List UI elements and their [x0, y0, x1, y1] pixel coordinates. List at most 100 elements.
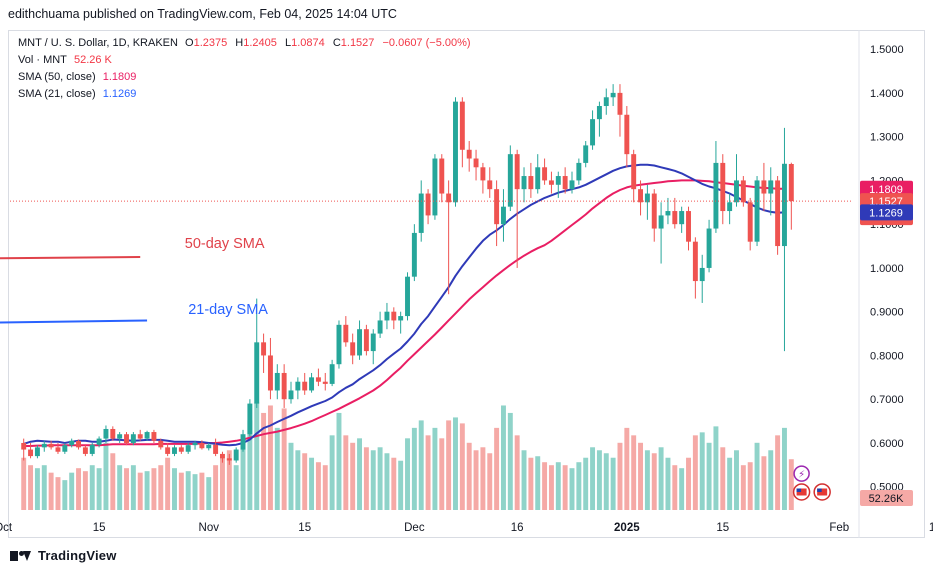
- candle-body: [576, 162, 582, 181]
- candle-body: [34, 447, 40, 457]
- candle-body: [41, 443, 47, 448]
- legend-symbol: MNT / U. S. Dollar, 1D, KRAKEN: [18, 37, 178, 49]
- candle-body: [740, 180, 746, 203]
- volume-bar: [535, 456, 541, 510]
- volume-bar: [172, 468, 177, 510]
- candle-body: [76, 440, 82, 448]
- us-flag-event-icon: [813, 483, 831, 501]
- candle-body: [165, 447, 171, 454]
- volume-bar: [165, 457, 171, 510]
- volume-bar: [213, 465, 219, 510]
- candle-body: [747, 202, 753, 242]
- x-tick-label: 15: [93, 522, 106, 534]
- candle-body: [254, 342, 260, 404]
- candle-body: [151, 432, 157, 441]
- volume-bar: [699, 432, 705, 510]
- candle-body: [343, 324, 349, 343]
- volume-bar: [233, 465, 239, 510]
- candle-body: [425, 193, 431, 216]
- legend-sma21-row[interactable]: SMA (21, close) 1.1269: [18, 86, 476, 103]
- candle-body: [302, 381, 308, 391]
- candle-body: [48, 443, 54, 448]
- volume-bar: [466, 442, 472, 510]
- volume-bar: [199, 472, 205, 510]
- volume-bar: [740, 465, 746, 510]
- volume-bar: [226, 450, 232, 510]
- volume-bar: [542, 462, 548, 510]
- legend-volume-row[interactable]: Vol · MNT 52.26 K: [18, 52, 476, 69]
- candle-body: [542, 167, 548, 181]
- candle-body: [651, 193, 657, 229]
- volume-bar: [610, 457, 616, 510]
- legend-high: 1.2405: [243, 37, 277, 49]
- candle-body: [391, 311, 397, 321]
- candle-body: [720, 162, 726, 212]
- volume-bar: [713, 426, 719, 510]
- legend-sma21-value: 1.1269: [102, 88, 137, 100]
- candle-body: [500, 206, 506, 225]
- candle-body: [103, 428, 109, 439]
- y-tick-label: 1.3000: [870, 132, 904, 144]
- volume-bar: [254, 402, 260, 510]
- volume-bar: [686, 457, 691, 510]
- sma50-line: [23, 179, 785, 447]
- volume-bar: [96, 468, 102, 510]
- candle-body: [781, 163, 787, 247]
- x-tick-label: Nov: [199, 522, 220, 534]
- volume-bar: [76, 468, 82, 510]
- candle-body: [89, 444, 95, 454]
- volume-bar: [459, 423, 465, 510]
- candle-body: [219, 453, 225, 459]
- candle-body: [692, 241, 698, 282]
- candle-body: [555, 176, 561, 185]
- candle-body: [329, 364, 335, 384]
- volume-bar: [500, 405, 506, 510]
- volume-bar: [425, 435, 431, 510]
- y-tick-label: 1.0000: [870, 263, 904, 275]
- volume-bar: [596, 450, 602, 510]
- volume-bar: [624, 427, 630, 510]
- candle-body: [384, 311, 390, 321]
- volume-bar: [247, 420, 253, 510]
- volume-bar: [302, 453, 308, 510]
- volume-bar: [432, 427, 438, 510]
- volume-bar: [514, 435, 520, 510]
- y-tick-label: 0.9000: [870, 307, 904, 319]
- volume-bar: [480, 447, 486, 510]
- x-tick-label: 15: [929, 522, 933, 534]
- candle-body: [617, 92, 623, 115]
- volume-bar: [734, 450, 739, 510]
- volume-bar: [103, 442, 109, 510]
- candle-body: [322, 381, 328, 384]
- volume-bar: [295, 450, 301, 510]
- volume-bar: [555, 462, 561, 510]
- candle-body: [124, 434, 129, 443]
- candle-body: [459, 101, 465, 150]
- volume-bar: [720, 447, 726, 510]
- volume-bar: [658, 447, 664, 510]
- candle-body: [528, 176, 534, 190]
- candle-body: [446, 193, 452, 203]
- volume-bar: [494, 427, 500, 510]
- volume-bar: [185, 471, 191, 510]
- volume-bar: [117, 465, 123, 510]
- candle-body: [699, 267, 705, 282]
- volume-bar: [603, 453, 609, 510]
- volume-bar: [322, 465, 328, 510]
- legend-symbol-row[interactable]: MNT / U. S. Dollar, 1D, KRAKEN O1.2375 H…: [18, 35, 476, 52]
- volume-bar: [206, 477, 212, 510]
- candle-body: [144, 432, 150, 439]
- volume-bar: [528, 457, 534, 510]
- sma21-price-label-bg: [860, 204, 913, 221]
- legend-close: 1.1527: [340, 37, 375, 49]
- candle-body: [172, 447, 177, 454]
- legend-sma50-row[interactable]: SMA (50, close) 1.1809: [18, 69, 476, 86]
- footer-brand[interactable]: TradingView: [10, 548, 117, 563]
- legend-sma21-label: SMA (21, close): [18, 88, 96, 100]
- candle-body: [336, 324, 342, 365]
- candle-body: [494, 189, 500, 225]
- volume-bar: [82, 471, 88, 510]
- candle-body: [398, 316, 404, 321]
- flag-stripes: [817, 488, 828, 496]
